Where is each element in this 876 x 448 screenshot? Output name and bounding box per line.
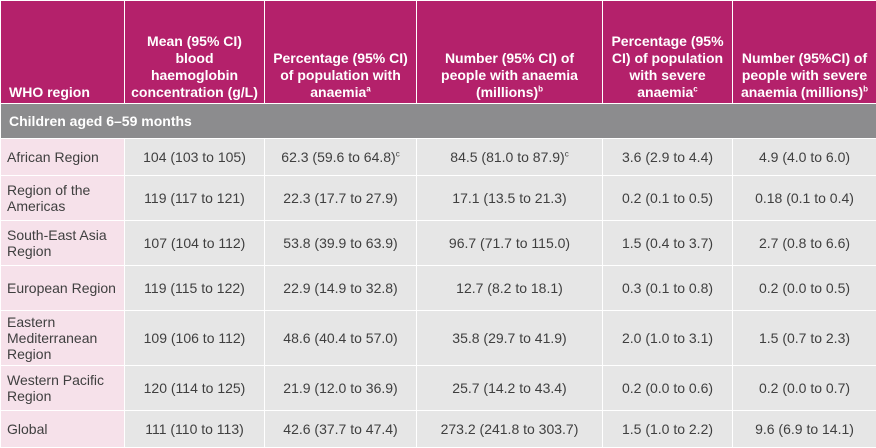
value-cell: 0.2 (0.0 to 0.7) <box>733 366 876 411</box>
region-cell: Region of the Americas <box>1 176 125 221</box>
value-cell: 0.2 (0.0 to 0.5) <box>733 266 876 311</box>
value-cell: 104 (103 to 105) <box>125 139 265 176</box>
value-cell: 4.9 (4.0 to 6.0) <box>733 139 876 176</box>
header-percentage-severe: Percentage (95% CI) of population with s… <box>603 1 733 104</box>
region-cell: European Region <box>1 266 125 311</box>
value-cell: 111 (110 to 113) <box>125 411 265 448</box>
region-cell: Eastern Mediterranean Region <box>1 311 125 366</box>
value-cell: 42.6 (37.7 to 47.4) <box>265 411 417 448</box>
header-number-anaemia: Number (95% CI) of people with anaemia (… <box>417 1 603 104</box>
value-cell: 62.3 (59.6 to 64.8)c <box>265 139 417 176</box>
value-cell: 35.8 (29.7 to 41.9) <box>417 311 603 366</box>
value-cell: 0.18 (0.1 to 0.4) <box>733 176 876 221</box>
value-cell: 2.0 (1.0 to 3.1) <box>603 311 733 366</box>
value-cell: 84.5 (81.0 to 87.9)c <box>417 139 603 176</box>
value-cell: 273.2 (241.8 to 303.7) <box>417 411 603 448</box>
value-cell: 1.5 (0.7 to 2.3) <box>733 311 876 366</box>
header-percentage-anaemia: Percentage (95% CI) of population with a… <box>265 1 417 104</box>
header-number-severe: Number (95%CI) of people with severe ana… <box>733 1 876 104</box>
value-cell: 21.9 (12.0 to 36.9) <box>265 366 417 411</box>
value-cell: 96.7 (71.7 to 115.0) <box>417 221 603 266</box>
region-cell: Global <box>1 411 125 448</box>
region-cell: African Region <box>1 139 125 176</box>
header-row: WHO region Mean (95% CI) blood haemoglob… <box>1 1 876 104</box>
value-cell: 0.3 (0.1 to 0.8) <box>603 266 733 311</box>
value-cell: 1.5 (1.0 to 2.2) <box>603 411 733 448</box>
value-cell: 107 (104 to 112) <box>125 221 265 266</box>
value-cell: 22.3 (17.7 to 27.9) <box>265 176 417 221</box>
value-cell: 3.6 (2.9 to 4.4) <box>603 139 733 176</box>
value-cell: 0.2 (0.1 to 0.5) <box>603 176 733 221</box>
value-cell: 22.9 (14.9 to 32.8) <box>265 266 417 311</box>
header-mean-haemoglobin: Mean (95% CI) blood haemoglobin concentr… <box>125 1 265 104</box>
region-cell: South-East Asia Region <box>1 221 125 266</box>
value-cell: 1.5 (0.4 to 3.7) <box>603 221 733 266</box>
value-cell: 119 (117 to 121) <box>125 176 265 221</box>
value-cell: 53.8 (39.9 to 63.9) <box>265 221 417 266</box>
value-cell: 2.7 (0.8 to 6.6) <box>733 221 876 266</box>
value-cell: 48.6 (40.4 to 57.0) <box>265 311 417 366</box>
region-cell: Western Pacific Region <box>1 366 125 411</box>
value-cell: 17.1 (13.5 to 21.3) <box>417 176 603 221</box>
section-title: Children aged 6–59 months <box>1 104 876 139</box>
header-who-region: WHO region <box>1 1 125 104</box>
value-cell: 25.7 (14.2 to 43.4) <box>417 366 603 411</box>
value-cell: 12.7 (8.2 to 18.1) <box>417 266 603 311</box>
value-cell: 0.2 (0.0 to 0.6) <box>603 366 733 411</box>
section-row: Children aged 6–59 months <box>1 104 876 139</box>
value-cell: 109 (106 to 112) <box>125 311 265 366</box>
value-cell: 9.6 (6.9 to 14.1) <box>733 411 876 448</box>
value-cell: 119 (115 to 122) <box>125 266 265 311</box>
value-cell: 120 (114 to 125) <box>125 366 265 411</box>
